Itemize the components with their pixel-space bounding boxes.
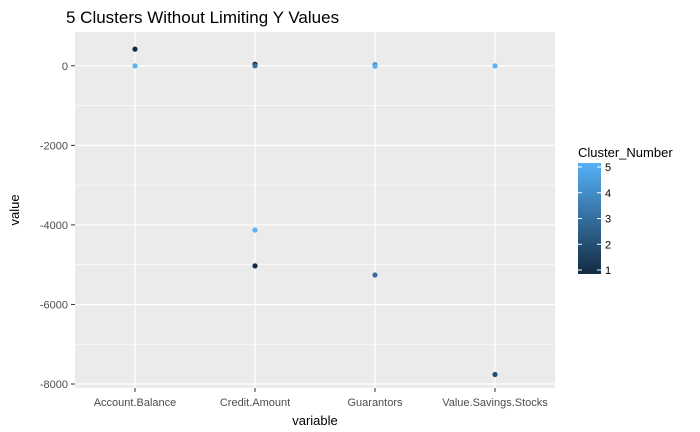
- x-axis: Account.Balance Credit.Amount Guarantors Va…: [94, 388, 548, 409]
- y-tick-label: -6000: [40, 299, 68, 311]
- data-point: [252, 227, 258, 233]
- x-tick-label: Credit.Amount: [220, 397, 290, 409]
- major-gridlines: [75, 32, 555, 388]
- x-axis-title: variable: [292, 413, 338, 428]
- x-tick-label: Account.Balance: [94, 397, 177, 409]
- legend-ticks: 5 4 3 2 1: [578, 162, 611, 277]
- legend: Cluster_Number 5 4 3 2 1: [578, 145, 673, 277]
- legend-label: 3: [605, 214, 611, 226]
- minor-gridlines: [75, 105, 555, 345]
- legend-label: 1: [605, 265, 611, 277]
- legend-label: 4: [605, 188, 611, 200]
- data-point: [492, 63, 498, 69]
- plot-panel: [75, 32, 555, 388]
- data-point: [372, 272, 378, 278]
- chart-title: 5 Clusters Without Limiting Y Values: [66, 8, 339, 27]
- data-points: [132, 46, 498, 378]
- legend-colorbar: [578, 163, 601, 274]
- data-point: [132, 46, 138, 52]
- y-tick-label: 0: [62, 61, 68, 73]
- data-point: [252, 63, 258, 69]
- y-tick-label: -2000: [40, 140, 68, 152]
- y-axis-title: value: [7, 194, 22, 225]
- data-point: [252, 263, 258, 269]
- x-tick-label: Guarantors: [347, 397, 403, 409]
- y-axis: 0 -2000 -4000 -6000 -8000: [40, 61, 75, 391]
- y-tick-label: -8000: [40, 379, 68, 391]
- x-tick-label: Value.Savings.Stocks: [442, 397, 548, 409]
- legend-title: Cluster_Number: [578, 145, 673, 160]
- legend-label: 5: [605, 162, 611, 174]
- data-point: [132, 63, 138, 69]
- data-point: [492, 371, 498, 378]
- legend-label: 2: [605, 239, 611, 251]
- data-point: [372, 63, 378, 69]
- y-tick-label: -4000: [40, 220, 68, 232]
